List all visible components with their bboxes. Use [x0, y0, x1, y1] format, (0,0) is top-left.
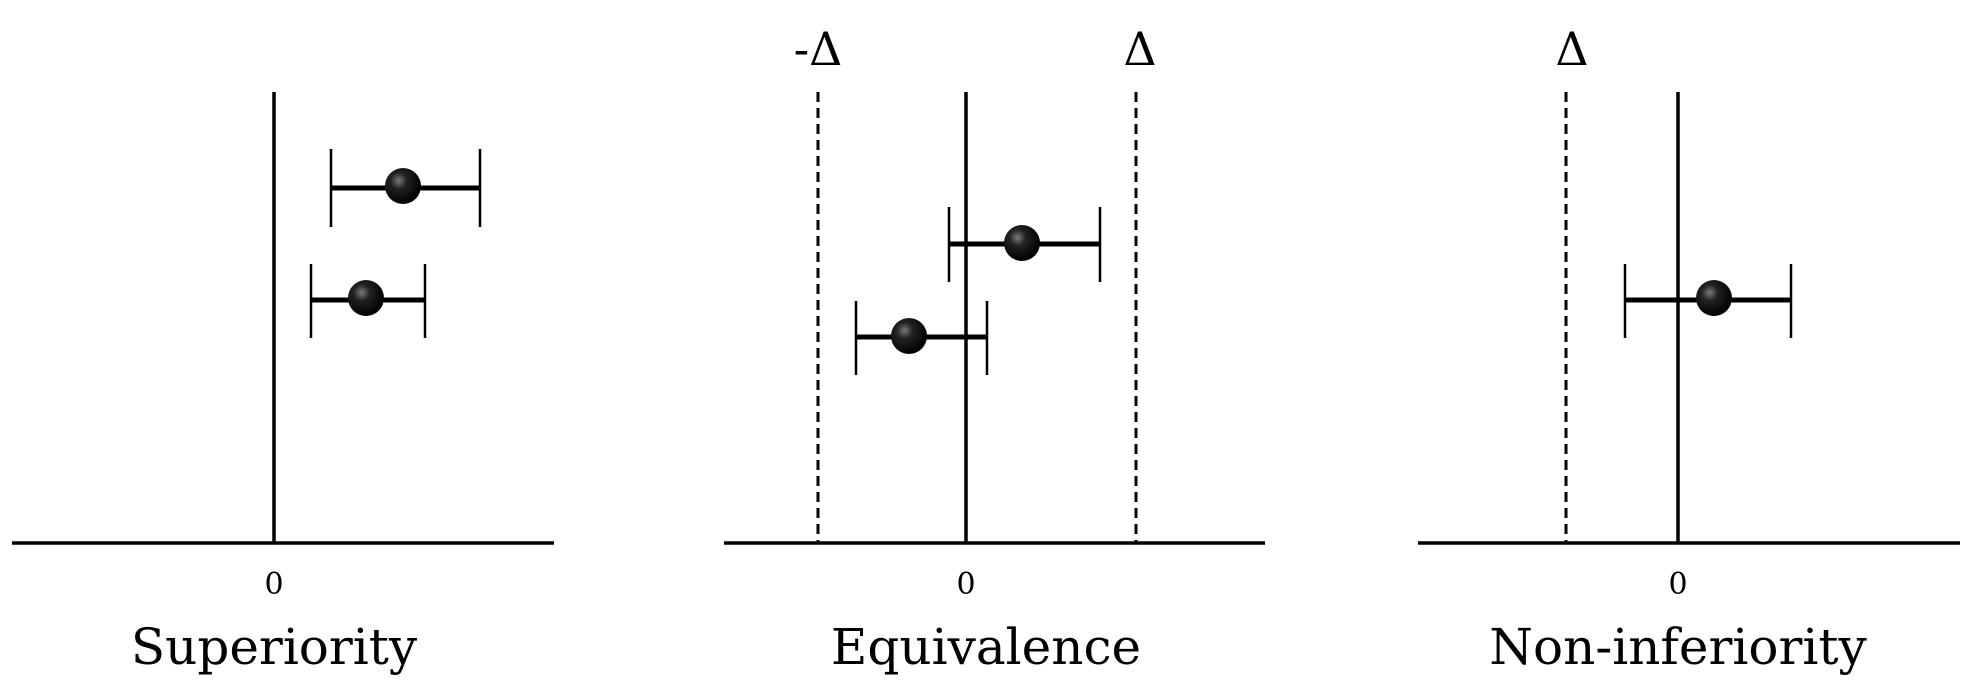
- ci-marker: [329, 149, 482, 227]
- point-estimate: [891, 318, 927, 354]
- panel-superiority: 0 Superiority: [12, 92, 554, 676]
- point-estimate: [1696, 280, 1732, 316]
- panel-non-inferiority: Δ 0 Non-inferiority: [1418, 22, 1960, 676]
- tick-label-zero: 0: [264, 567, 283, 602]
- point-estimate: [1004, 225, 1040, 261]
- lower-margin-label: -Δ: [794, 22, 843, 76]
- panel-title: Superiority: [131, 618, 418, 676]
- ci-marker: [854, 301, 989, 375]
- tick-label-zero: 0: [956, 567, 975, 602]
- tick-label-zero: 0: [1668, 567, 1687, 602]
- margin-label: Δ: [1555, 22, 1588, 76]
- ci-marker: [309, 264, 427, 338]
- panel-title: Non-inferiority: [1489, 618, 1867, 676]
- panel-title: Equivalence: [831, 618, 1141, 676]
- upper-margin-label: Δ: [1123, 22, 1156, 76]
- ci-marker: [947, 207, 1102, 282]
- panel-equivalence: -Δ Δ 0 Equivalence: [724, 22, 1265, 676]
- point-estimate: [348, 280, 384, 316]
- point-estimate: [385, 168, 421, 204]
- ci-marker: [1623, 264, 1793, 338]
